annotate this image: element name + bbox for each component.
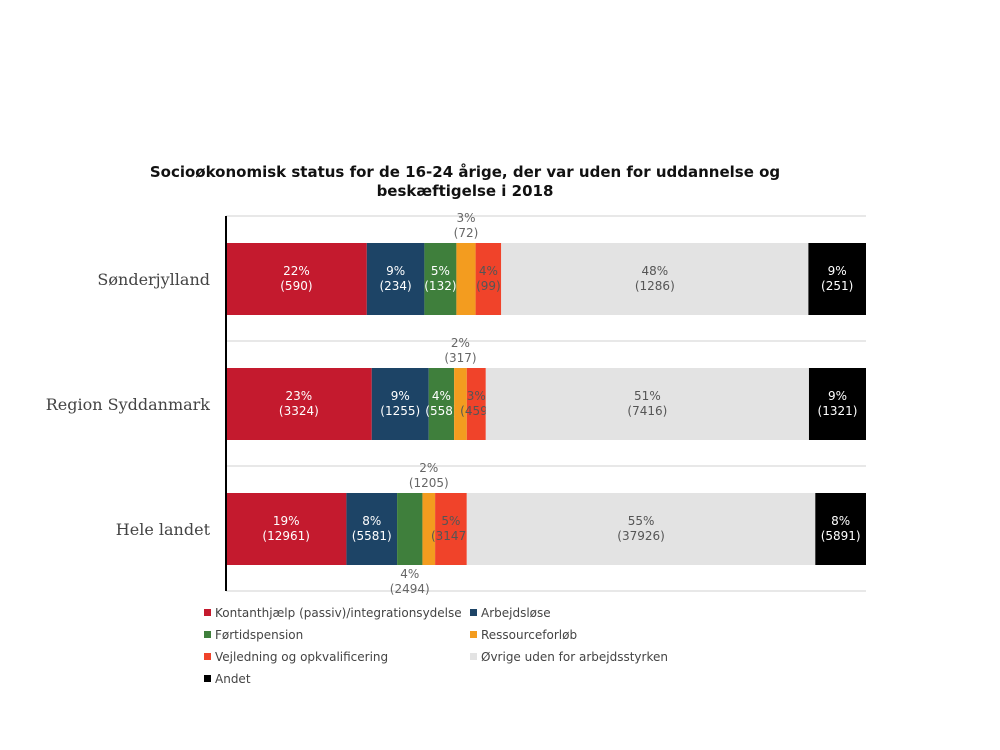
- chart-title-line-2: beskæftigelse i 2018: [376, 182, 554, 200]
- data-label-2-1-0: 8%: [362, 514, 381, 528]
- data-label-1-5-1: (7416): [627, 404, 667, 418]
- category-label-1: Region Syddanmark: [46, 395, 211, 414]
- category-label-0: Sønderjylland: [97, 270, 210, 289]
- data-label-0-6-0: 9%: [828, 264, 847, 278]
- legend-item-2: Førtidspension: [204, 628, 303, 642]
- data-label-0-3-0: 3%: [456, 211, 475, 225]
- bar-segment-2-4: [435, 493, 467, 565]
- data-label-2-1-1: (5581): [352, 529, 392, 543]
- chart-title: Socioøkonomisk status for de 16-24 årige…: [0, 163, 930, 201]
- bar-segment-1-4: [466, 368, 486, 440]
- bar-segment-0-1: [366, 243, 425, 315]
- legend-label-4: Vejledning og opkvalificering: [215, 650, 389, 664]
- bar-segment-1-0: [226, 368, 372, 440]
- legend-swatch-5: [470, 653, 477, 660]
- data-label-2-6-0: 8%: [831, 514, 850, 528]
- data-label-0-4-0: 4%: [479, 264, 498, 278]
- category-label-2: Hele landet: [116, 520, 211, 539]
- legend-item-6: Andet: [204, 672, 251, 686]
- data-label-0-6-1: (251): [821, 279, 853, 293]
- bar-segment-0-2: [424, 243, 457, 315]
- bar-segment-1-1: [371, 368, 429, 440]
- legend-swatch-4: [204, 653, 211, 660]
- data-label-2-0-0: 19%: [273, 514, 300, 528]
- data-label-0-2-0: 5%: [431, 264, 450, 278]
- data-label-0-3-1: (72): [454, 226, 479, 240]
- data-label-1-1-0: 9%: [391, 389, 410, 403]
- bar-segment-2-6: [815, 493, 866, 565]
- data-label-0-5-0: 48%: [641, 264, 668, 278]
- legend-item-5: Øvrige uden for arbejdsstyrken: [470, 650, 668, 664]
- data-label-2-4-0: 5%: [441, 514, 460, 528]
- data-label-0-1-0: 9%: [386, 264, 405, 278]
- legend-item-0: Kontanthjælp (passiv)/integrationsydelse: [204, 606, 462, 620]
- bar-segment-0-3: [456, 243, 476, 315]
- legend-label-0: Kontanthjælp (passiv)/integrationsydelse: [215, 606, 462, 620]
- chart-title-line-1: Socioøkonomisk status for de 16-24 årige…: [149, 163, 781, 181]
- legend-label-3: Ressourceforløb: [481, 628, 578, 642]
- legend-swatch-1: [470, 609, 477, 616]
- legend-item-1: Arbejdsløse: [470, 606, 551, 620]
- data-label-2-5-0: 55%: [628, 514, 655, 528]
- bar-segment-1-5: [485, 368, 809, 440]
- data-label-1-3-0: 2%: [451, 336, 470, 350]
- legend-label-1: Arbejdsløse: [481, 606, 551, 620]
- bar-segment-1-3: [454, 368, 467, 440]
- data-label-0-5-1: (1286): [635, 279, 675, 293]
- bar-segment-1-2: [428, 368, 455, 440]
- legend-label-2: Førtidspension: [215, 628, 304, 642]
- legend-swatch-0: [204, 609, 211, 616]
- legend-swatch-6: [204, 675, 211, 682]
- bar-segment-2-2: [397, 493, 423, 565]
- data-label-1-1-1: (1255): [380, 404, 420, 418]
- bar-segment-0-5: [501, 243, 809, 315]
- legend-item-4: Vejledning og opkvalificering: [204, 650, 388, 664]
- legend-swatch-3: [470, 631, 477, 638]
- data-label-0-1-1: (234): [379, 279, 411, 293]
- bar-segment-2-3: [422, 493, 436, 565]
- data-label-1-4-1: (459): [460, 404, 492, 418]
- legend-label-5: Øvrige uden for arbejdsstyrken: [481, 650, 668, 664]
- data-label-1-6-1: (1321): [818, 404, 858, 418]
- data-label-1-5-0: 51%: [634, 389, 661, 403]
- legend-label-6: Andet: [215, 672, 251, 686]
- bar-segment-0-0: [226, 243, 367, 315]
- bar-segment-1-6: [808, 368, 866, 440]
- bar-segment-2-1: [346, 493, 398, 565]
- data-label-2-4-1: (3147): [431, 529, 471, 543]
- data-label-2-3-0: 2%: [419, 461, 438, 475]
- data-label-1-3-1: (317): [444, 351, 476, 365]
- bar-segment-2-5: [466, 493, 816, 565]
- data-label-1-4-0: 3%: [467, 389, 486, 403]
- data-label-1-6-0: 9%: [828, 389, 847, 403]
- bar-segment-2-0: [226, 493, 347, 565]
- data-label-0-0-1: (590): [280, 279, 312, 293]
- data-label-1-0-0: 23%: [286, 389, 313, 403]
- data-label-2-0-1: (12961): [262, 529, 310, 543]
- data-label-2-2-1: (2494): [390, 582, 430, 596]
- data-label-1-2-1: (558): [425, 404, 457, 418]
- bar-segment-0-6: [808, 243, 866, 315]
- legend-item-3: Ressourceforløb: [470, 628, 577, 642]
- data-label-0-0-0: 22%: [283, 264, 310, 278]
- data-label-0-2-1: (132): [424, 279, 456, 293]
- data-label-2-5-1: (37926): [617, 529, 665, 543]
- data-label-2-2-0: 4%: [400, 567, 419, 581]
- data-label-1-2-0: 4%: [432, 389, 451, 403]
- data-label-2-6-1: (5891): [821, 529, 861, 543]
- data-label-0-4-1: (99): [476, 279, 501, 293]
- data-label-2-3-1: (1205): [409, 476, 449, 490]
- data-label-1-0-1: (3324): [279, 404, 319, 418]
- bar-segment-0-4: [475, 243, 502, 315]
- legend-swatch-2: [204, 631, 211, 638]
